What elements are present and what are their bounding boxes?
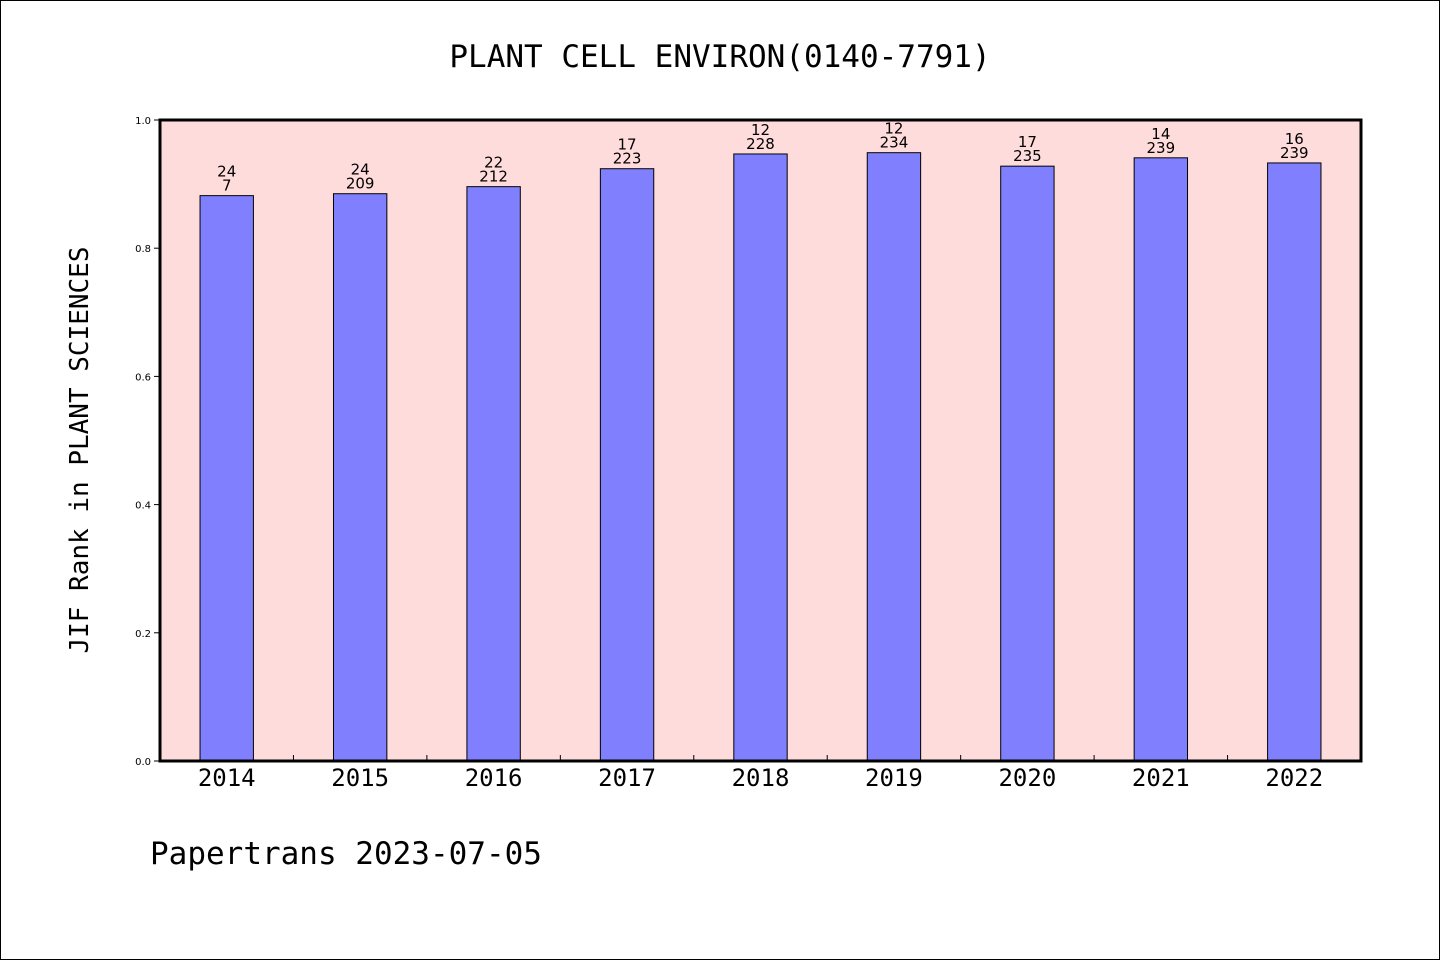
bar-label-top: 24 xyxy=(351,161,370,179)
y-tick-label: 0.2 xyxy=(135,629,151,640)
bar-label-bottom: 235 xyxy=(1013,147,1042,165)
bar-label-top: 14 xyxy=(1151,125,1170,143)
bar-label-top: 16 xyxy=(1285,130,1304,148)
bar-label-top: 17 xyxy=(618,136,637,154)
y-axis: 0.0 0.2 0.4 0.6 0.8 1.0 xyxy=(135,116,160,768)
bar-2016 xyxy=(466,186,521,762)
bar-2022 xyxy=(1267,162,1322,762)
x-tick-label: 2018 xyxy=(732,764,790,792)
footer-text: Papertrans 2023-07-05 xyxy=(150,836,542,872)
bar-2015 xyxy=(332,193,388,762)
bar-label-bottom: 223 xyxy=(613,150,642,168)
x-tick-label: 2020 xyxy=(998,764,1056,792)
bar-2014 xyxy=(199,195,254,762)
y-tick-label: 0.4 xyxy=(135,501,151,512)
bar-label-top: 22 xyxy=(484,154,503,172)
y-tick-label: 0.6 xyxy=(135,372,151,383)
chart-title: PLANT CELL ENVIRON(0140-7791) xyxy=(449,39,990,75)
bar-2019 xyxy=(866,152,922,762)
bar-label-top: 12 xyxy=(884,120,903,138)
bar-2020 xyxy=(1000,165,1055,762)
y-tick-label: 0.0 xyxy=(135,757,151,768)
x-tick-label: 2019 xyxy=(865,764,923,792)
bar-label-bottom: 209 xyxy=(346,175,375,193)
x-tick-label: 2021 xyxy=(1132,764,1190,792)
bar-label-bottom: 212 xyxy=(479,168,508,186)
x-tick-label: 2015 xyxy=(331,764,389,792)
bar-label-top: 24 xyxy=(217,163,236,181)
x-tick-label: 2022 xyxy=(1265,764,1323,792)
bar-label-bottom: 234 xyxy=(880,134,909,152)
bar-label-bottom: 228 xyxy=(746,135,775,153)
x-axis: 2014 2015 2016 2017 2018 2019 2020 2021 2022 xyxy=(198,755,1323,792)
bar-label-bottom: 239 xyxy=(1147,139,1176,157)
bar-label-bottom: 239 xyxy=(1280,144,1309,162)
x-tick-label: 2017 xyxy=(598,764,656,792)
bar-2018 xyxy=(733,153,788,762)
y-tick-label: 0.8 xyxy=(135,244,151,255)
x-tick-label: 2014 xyxy=(198,764,256,792)
y-tick-label: 1.0 xyxy=(135,116,151,127)
plot-border xyxy=(158,118,1363,763)
bar-2017 xyxy=(599,168,655,762)
bar-label-top: 12 xyxy=(751,121,770,139)
bar-label-bottom: 7 xyxy=(222,177,232,195)
bar-2021 xyxy=(1133,157,1189,762)
x-tick-label: 2016 xyxy=(465,764,523,792)
bar-label-top: 17 xyxy=(1018,133,1037,151)
y-axis-label: JIF Rank in PLANT SCIENCES xyxy=(65,247,95,654)
